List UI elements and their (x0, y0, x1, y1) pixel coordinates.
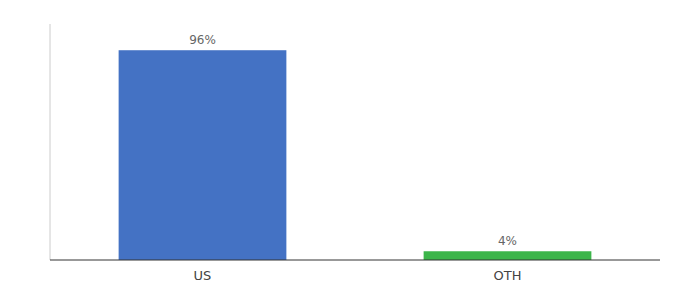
x-tick-label: OTH (494, 268, 522, 283)
y-axis-line (50, 24, 51, 260)
bar (119, 50, 287, 260)
x-axis-line (50, 260, 660, 261)
data-label: 4% (498, 234, 517, 248)
x-tick-label: US (194, 268, 212, 283)
bars (119, 50, 592, 260)
chart-container: US OTH 96% 4% (0, 0, 680, 300)
bar (424, 251, 592, 260)
plot-area (119, 50, 592, 260)
chart-svg: US OTH 96% 4% (0, 0, 680, 300)
data-label: 96% (189, 33, 216, 47)
